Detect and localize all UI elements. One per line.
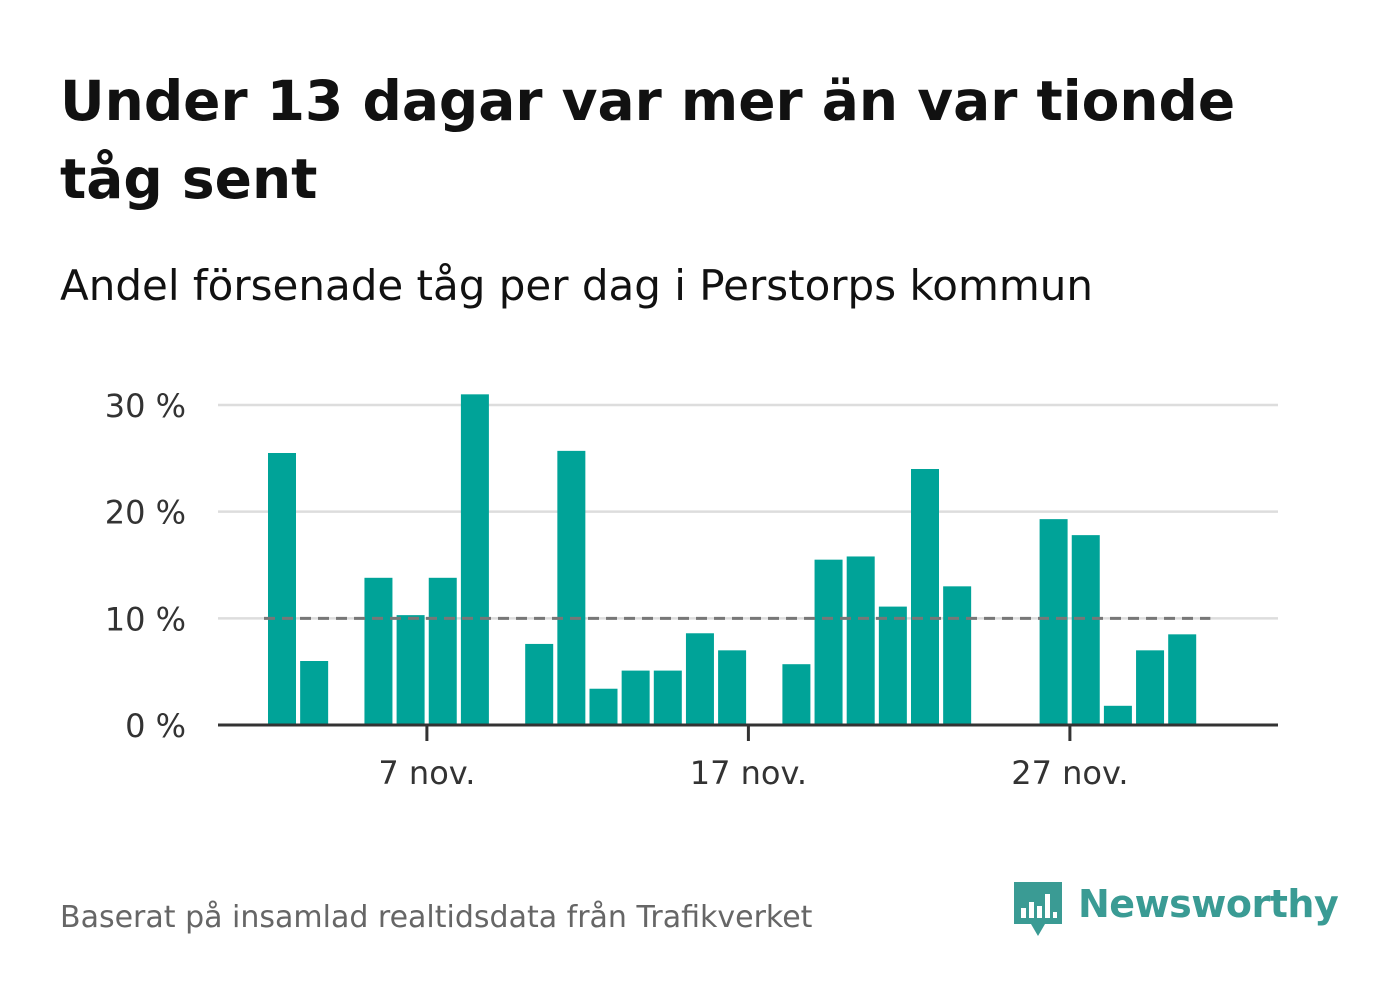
bar-chart: 0 % 10 % 20 % 30 % 7 nov. 17 nov. 27 nov. <box>105 387 1278 792</box>
y-tick-label: 10 % <box>105 600 186 638</box>
x-tick-label: 7 nov. <box>378 754 475 792</box>
bar <box>396 615 425 725</box>
source-note: Baserat på insamlad realtidsdata från Tr… <box>60 900 813 935</box>
bar <box>653 670 682 725</box>
bar <box>589 688 618 725</box>
bar <box>621 670 650 725</box>
bar <box>846 556 875 725</box>
bar <box>878 606 907 725</box>
bar <box>814 559 843 725</box>
bar <box>1039 519 1068 725</box>
bar <box>525 643 554 725</box>
bar <box>1103 705 1132 725</box>
bar <box>718 650 747 725</box>
bar <box>428 577 457 725</box>
x-tick-label: 17 nov. <box>690 754 807 792</box>
bar <box>557 450 586 725</box>
axes: 0 % 10 % 20 % 30 % 7 nov. 17 nov. 27 nov. <box>105 387 1278 792</box>
bar <box>1136 650 1165 725</box>
bar <box>460 394 489 725</box>
bar <box>1071 535 1100 725</box>
brand-name: Newsworthy <box>1078 882 1339 926</box>
bar <box>268 453 296 725</box>
bar <box>300 661 329 725</box>
bar <box>1168 634 1197 725</box>
chart-title: Under 13 dagar var mer än var tionde tåg… <box>60 69 1236 211</box>
bar <box>943 586 972 725</box>
chart-subtitle: Andel försenade tåg per dag i Perstorps … <box>60 261 1094 310</box>
bar <box>364 577 393 725</box>
y-tick-label: 20 % <box>105 494 186 532</box>
newsworthy-logo-icon <box>1014 882 1062 936</box>
y-tick-label: 30 % <box>105 387 186 425</box>
y-tick-label: 0 % <box>125 707 186 745</box>
brand-logo[interactable]: Newsworthy <box>1012 880 1339 940</box>
bars <box>268 394 1197 725</box>
x-tick-label: 27 nov. <box>1011 754 1128 792</box>
bar <box>685 633 714 725</box>
bar <box>782 664 811 725</box>
bar <box>911 469 939 725</box>
